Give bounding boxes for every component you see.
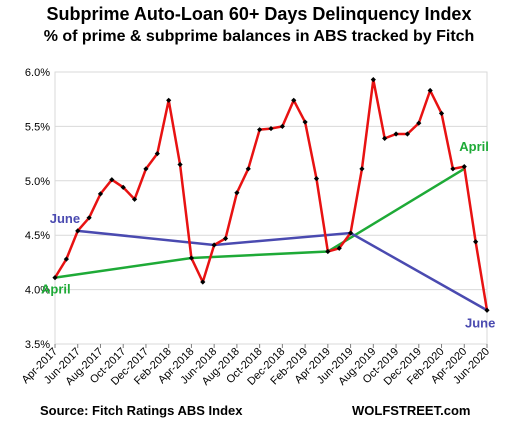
- data-point: [416, 120, 422, 126]
- chart-title: Subprime Auto-Loan 60+ Days Delinquency …: [46, 4, 472, 24]
- data-point: [404, 131, 411, 137]
- data-point: [450, 166, 456, 172]
- april-label-start: April: [41, 282, 71, 297]
- y-tick-label: 3.5%: [25, 339, 50, 351]
- june-comparison-line: [77, 229, 488, 312]
- data-point: [131, 196, 138, 202]
- data-point: [86, 215, 92, 221]
- data-point: [200, 279, 206, 285]
- data-point: [222, 235, 229, 242]
- data-point: [257, 127, 263, 133]
- y-tick-label: 5.0%: [25, 176, 50, 188]
- data-point: [52, 275, 58, 281]
- data-point: [188, 255, 195, 261]
- data-point: [427, 87, 433, 94]
- data-point: [245, 166, 251, 172]
- data-point: [313, 176, 320, 182]
- data-point: [291, 97, 297, 103]
- data-point: [109, 177, 115, 183]
- data-point: [234, 190, 240, 196]
- source-note: Source: Fitch Ratings ABS Index: [40, 403, 243, 418]
- data-point: [166, 97, 172, 103]
- data-point: [211, 242, 217, 248]
- data-point: [347, 230, 354, 236]
- data-point: [393, 131, 399, 137]
- april-comparison-line: [54, 167, 465, 279]
- data-point: [143, 166, 149, 172]
- june-label-end: June: [465, 315, 495, 330]
- data-point: [461, 164, 467, 170]
- y-tick-label: 5.5%: [25, 121, 50, 133]
- data-point: [484, 307, 490, 313]
- data-point: [336, 245, 342, 251]
- data-point: [473, 239, 479, 245]
- data-point: [279, 123, 285, 129]
- y-tick-label: 6.0%: [25, 67, 50, 79]
- data-point: [302, 119, 308, 125]
- data-point: [177, 161, 183, 168]
- data-point: [359, 166, 365, 172]
- brand-label: WOLFSTREET.com: [352, 403, 471, 418]
- data-point: [97, 191, 104, 197]
- data-point: [370, 77, 376, 83]
- data-point: [325, 248, 331, 255]
- june-label-start: June: [50, 211, 80, 226]
- y-tick-label: 4.5%: [25, 230, 50, 242]
- data-point: [120, 184, 126, 190]
- y-tick-label: 4.0%: [25, 285, 50, 297]
- data-point: [75, 228, 81, 234]
- data-point: [154, 151, 160, 157]
- data-point: [268, 125, 274, 132]
- april-label-end: April: [459, 139, 489, 154]
- data-point: [63, 256, 69, 262]
- data-point: [438, 110, 445, 116]
- chart-subtitle: % of prime & subprime balances in ABS tr…: [43, 28, 475, 45]
- data-point: [382, 135, 388, 141]
